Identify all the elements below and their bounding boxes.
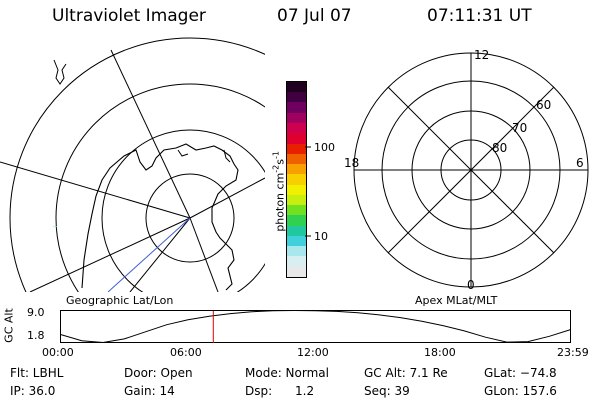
colorbar-segment (287, 215, 306, 226)
coastline-detail (223, 149, 231, 163)
glat-info: GLat: −74.8 (484, 366, 557, 380)
strip-xtick-1800: 18:00 (424, 346, 456, 359)
colorbar-segment (287, 225, 306, 236)
strip-xtick-0000: 00:00 (42, 346, 74, 359)
latitude-circle (55, 83, 265, 292)
svg-text:~: ~ (52, 223, 58, 231)
colorbar-ticks: 100 10 (305, 141, 335, 243)
colorbar-tick-10: 10 (314, 230, 328, 243)
latitude-circle (145, 173, 235, 263)
ground-track-line (107, 217, 191, 292)
coastline (81, 143, 239, 291)
colorbar-segment (287, 194, 306, 206)
mlat-label-80: 80 (492, 141, 507, 155)
strip-ymax: 9.0 (27, 306, 45, 319)
mlt-diagonal (387, 86, 555, 254)
colorbar-segment (287, 112, 306, 124)
colorbar-segment (287, 81, 306, 93)
coastline-detail (177, 149, 189, 157)
dsp-info: Dsp: 1.2 (245, 384, 315, 398)
colorbar-segment (287, 266, 306, 277)
colorbar-segment (287, 164, 306, 175)
date-label: 07 Jul 07 (277, 6, 352, 26)
colorbar-segment (287, 256, 306, 267)
meridian-line (29, 217, 191, 292)
colorbar-segment (287, 153, 306, 165)
left-panel-label: Geographic Lat/Lon (66, 294, 174, 307)
geographic-map: ~ (0, 37, 265, 292)
mlt-label-18: 18 (344, 156, 359, 170)
mlt-label-6: 6 (576, 156, 584, 170)
altitude-strip-chart (60, 310, 571, 344)
colorbar-segment (287, 235, 306, 247)
colorbar (286, 81, 307, 278)
colorbar-segment (287, 123, 306, 134)
time-label: 07:11:31 UT (427, 6, 532, 26)
strip-xtick-0600: 06:00 (170, 346, 202, 359)
colorbar-segment (287, 174, 306, 185)
colorbar-tick-100: 100 (314, 141, 335, 154)
seq-info: Seq: 39 (364, 384, 410, 398)
right-panel-label: Apex MLat/MLT (415, 294, 498, 307)
gcalt-info: GC Alt: 7.1 Re (364, 366, 448, 380)
mlat-label-60: 60 (536, 98, 551, 112)
latitude-circle (101, 129, 265, 292)
door-info: Door: Open (124, 366, 193, 380)
strip-xtick-2359: 23:59 (557, 346, 589, 359)
strip-frame (60, 310, 571, 343)
colorbar-segment (287, 143, 306, 154)
meridian-line (129, 217, 191, 292)
colorbar-segment (287, 205, 306, 216)
colorbar-unit-label: photon cm-2s-1 (271, 151, 287, 232)
filter-info: Flt: LBHL (10, 366, 64, 380)
colorbar-segment (287, 92, 306, 103)
instrument-title: Ultraviolet Imager (52, 6, 206, 26)
strip-xtick-1200: 12:00 (297, 346, 329, 359)
mode-info: Mode: Normal (245, 366, 329, 380)
mlat-label-70: 70 (512, 121, 527, 135)
latitude-circle (9, 37, 265, 292)
gain-info: Gain: 14 (124, 384, 175, 398)
colorbar-segment (287, 246, 306, 257)
strip-ylabel-box: GC Alt (2, 305, 16, 345)
colorbar-segment (287, 133, 306, 144)
altitude-series-line (60, 310, 571, 344)
landmass-fragment (53, 59, 67, 85)
magnetic-polar-grid: 12 6 0 18 60 70 80 (344, 48, 589, 292)
strip-ylabel: GC Alt (2, 308, 16, 343)
meridian-line (189, 217, 219, 292)
strip-ymin: 1.8 (27, 329, 45, 342)
glon-info: GLon: 157.6 (484, 384, 557, 398)
meridian-line (110, 49, 191, 219)
ip-info: IP: 36.0 (10, 384, 56, 398)
meridian-line (0, 161, 191, 219)
mlt-label-12: 12 (474, 48, 489, 62)
meridian-line (189, 177, 265, 219)
mlt-label-0: 0 (467, 278, 475, 292)
colorbar-segment (287, 184, 306, 195)
colorbar-segment (287, 102, 306, 113)
